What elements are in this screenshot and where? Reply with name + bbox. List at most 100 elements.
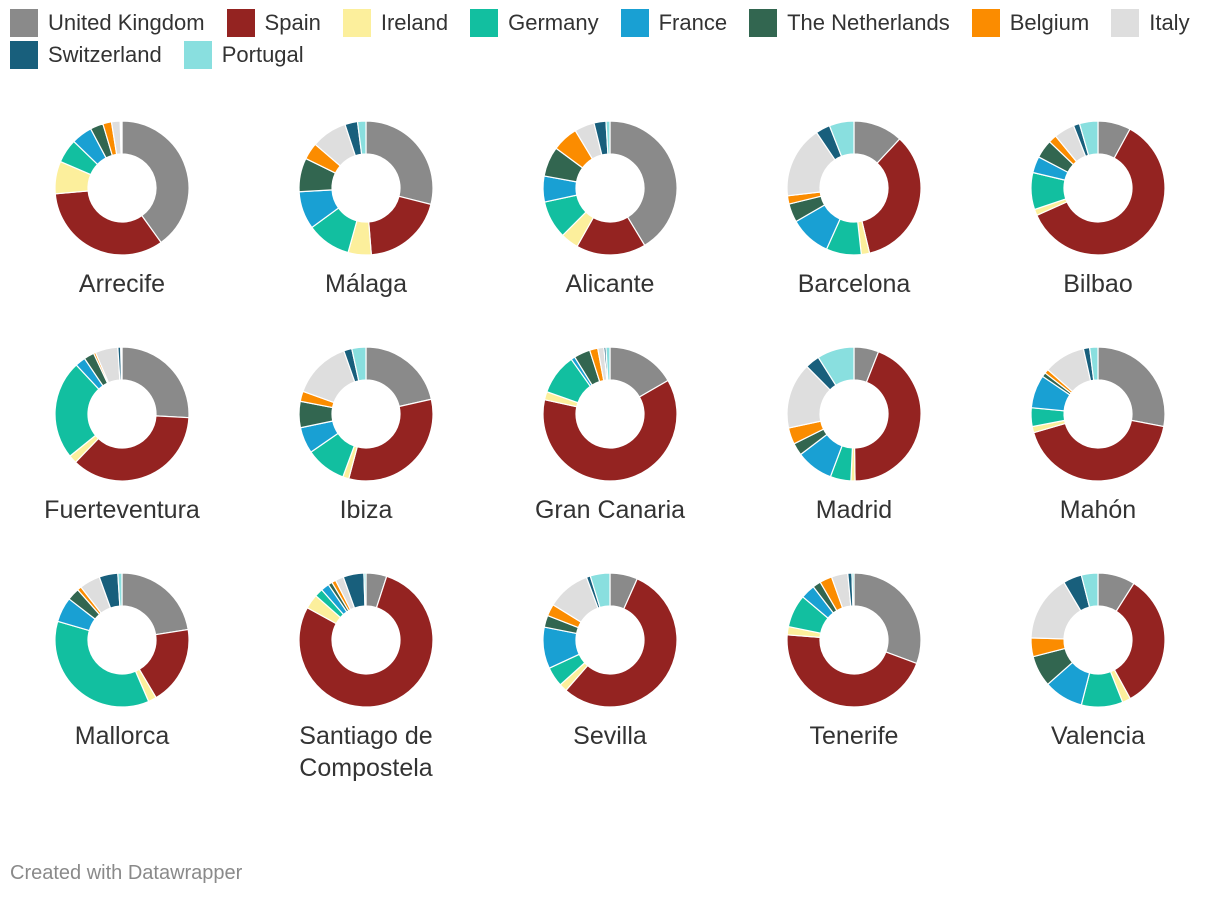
- donut-svg: [542, 346, 678, 482]
- donut-title: Mallorca: [74, 722, 170, 750]
- donut-chart: Bilbao: [976, 118, 1220, 300]
- donut-title: Sevilla: [573, 722, 647, 750]
- donut-chart: Mallorca: [0, 570, 244, 752]
- legend-label: Germany: [508, 10, 599, 35]
- donut-title: Ibiza: [339, 496, 393, 524]
- donut-svg: [298, 120, 434, 256]
- donut-title: Valencia: [1050, 722, 1146, 750]
- donut-svg: [54, 120, 190, 256]
- donut-slice-portugal: [351, 346, 367, 382]
- donut-slice-united-kingdom: [365, 120, 434, 206]
- donut-title: Tenerife: [809, 722, 899, 750]
- legend-label: United Kingdom: [48, 10, 205, 35]
- donut-slice-spain: [54, 190, 162, 256]
- donut-chart: Ibiza: [244, 344, 488, 526]
- donut-svg: [1030, 346, 1166, 482]
- legend-item: Ireland: [342, 8, 449, 38]
- legend-label: France: [658, 10, 728, 35]
- legend: United Kingdom Spain Ireland Germany France T…: [10, 8, 1210, 70]
- legend-item: United Kingdom: [10, 8, 205, 38]
- donut-chart: Arrecife: [0, 118, 244, 300]
- legend-label: Switzerland: [48, 42, 162, 67]
- donut-title: Bilbao: [1063, 270, 1133, 298]
- legend-label: Ireland: [380, 10, 449, 35]
- donut-slice-spain: [348, 398, 434, 482]
- legend-swatch: [183, 41, 212, 69]
- donut-chart: Sevilla: [488, 570, 732, 752]
- donut-slice-portugal: [363, 572, 367, 607]
- donut-svg: [786, 120, 922, 256]
- donut-slice-united-kingdom: [121, 120, 190, 244]
- donut-chart: Fuerteventura: [0, 344, 244, 526]
- legend-label: Belgium: [1009, 10, 1090, 35]
- legend-swatch: [620, 9, 649, 37]
- donut-slice-spain: [298, 575, 434, 708]
- donut-slice-united-kingdom: [1097, 346, 1166, 428]
- donut-slice-portugal: [1078, 120, 1099, 157]
- legend-label: Italy: [1149, 10, 1190, 35]
- donut-slice-spain: [1036, 128, 1166, 256]
- legend-label: Spain: [264, 10, 321, 35]
- donut-title: Barcelona: [797, 270, 911, 298]
- legend-item: Italy: [1111, 8, 1190, 38]
- donut-slice-germany: [54, 620, 150, 708]
- donut-slice-portugal: [589, 572, 611, 609]
- donut-slice-spain: [853, 350, 922, 482]
- legend-swatch: [470, 9, 499, 37]
- donut-chart: Gran Canaria: [488, 344, 732, 526]
- donut-slice-spain: [542, 379, 678, 482]
- credit-footer: Created with Datawrapper: [10, 862, 243, 884]
- donut-chart: Valencia: [976, 570, 1220, 752]
- donut-slice-united-kingdom: [365, 346, 433, 408]
- legend-item: The Netherlands: [749, 8, 950, 38]
- donut-svg: [786, 572, 922, 708]
- legend-swatch: [342, 9, 371, 37]
- donut-svg: [786, 346, 922, 482]
- legend-swatch: [10, 9, 38, 37]
- legend-swatch: [226, 9, 255, 37]
- donut-slice-united-kingdom: [121, 346, 190, 419]
- donut-svg: [1030, 120, 1166, 256]
- donut-slice-united-kingdom: [609, 120, 678, 247]
- donut-slice-spain: [1113, 582, 1166, 700]
- donut-svg: [1030, 572, 1166, 708]
- donut-svg: [298, 346, 434, 482]
- legend-swatch: [971, 9, 1000, 37]
- donut-title: Fuerteventura: [44, 496, 200, 524]
- donut-slice-spain: [861, 138, 922, 254]
- donut-title: Mahón: [1059, 496, 1137, 524]
- legend-item: Switzerland: [10, 40, 162, 70]
- legend-item: Spain: [226, 8, 321, 38]
- donut-svg: [54, 346, 190, 482]
- donut-svg: [542, 572, 678, 708]
- legend-swatch: [1111, 9, 1140, 37]
- donut-chart: Mahón: [976, 344, 1220, 526]
- donut-chart: Tenerife: [732, 570, 976, 752]
- donut-chart: Alicante: [488, 118, 732, 300]
- donut-slice-united-kingdom: [121, 572, 189, 636]
- donut-slice-spain: [565, 577, 678, 708]
- donut-slice-spain: [786, 634, 918, 708]
- donut-title: Arrecife: [78, 270, 166, 298]
- legend-item: Portugal: [183, 40, 304, 70]
- legend-swatch: [749, 9, 778, 37]
- donut-slice-portugal: [605, 120, 611, 155]
- donut-chart: Barcelona: [732, 118, 976, 300]
- legend-label: The Netherlands: [787, 10, 950, 35]
- donut-slice-united-kingdom: [853, 572, 922, 665]
- donut-slice-portugal: [817, 346, 855, 387]
- legend-label: Portugal: [221, 42, 304, 67]
- donut-svg: [54, 572, 190, 708]
- donut-title: Málaga: [325, 270, 407, 298]
- donut-slice-portugal: [356, 120, 367, 155]
- donut-slice-portugal: [605, 346, 611, 381]
- legend-swatch: [10, 41, 38, 69]
- donut-chart: Madrid: [732, 344, 976, 526]
- donut-title: Santiago de Compostela: [299, 722, 433, 782]
- donut-title: Alicante: [565, 270, 655, 298]
- donut-slice-portugal: [1088, 346, 1099, 381]
- donut-slice-portugal: [117, 572, 123, 607]
- legend-item: Belgium: [971, 8, 1090, 38]
- donut-title: Gran Canaria: [534, 496, 686, 524]
- donut-chart: Málaga: [244, 118, 488, 300]
